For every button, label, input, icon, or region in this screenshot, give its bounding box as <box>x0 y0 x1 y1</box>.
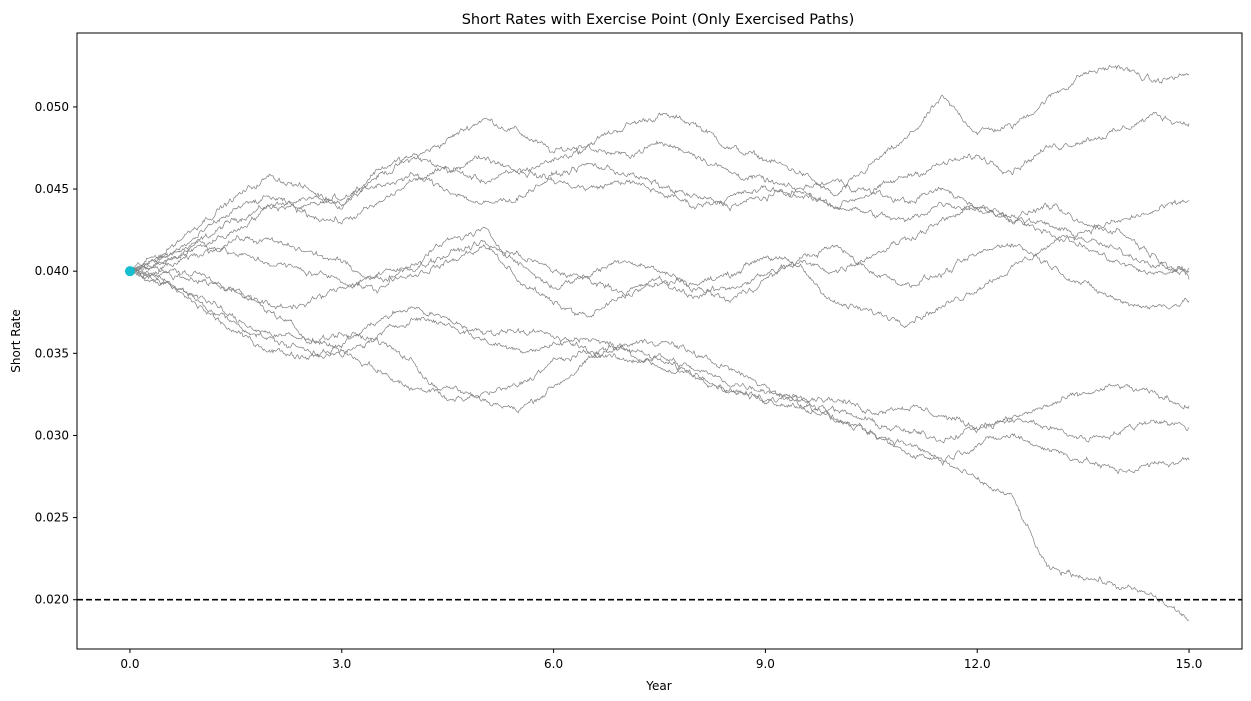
path-line-2 <box>129 111 1190 272</box>
path-line-3 <box>129 155 1190 273</box>
path-line-1 <box>129 64 1190 272</box>
x-tick-label: 12.0 <box>964 657 991 671</box>
chart-title: Short Rates with Exercise Point (Only Ex… <box>462 12 855 28</box>
path-line-8 <box>129 270 1190 434</box>
exercise-point-marker <box>124 266 135 277</box>
path-line-9 <box>129 269 1190 444</box>
y-tick-label: 0.045 <box>35 182 69 196</box>
path-line-10 <box>129 267 1190 474</box>
plot-area <box>77 64 1242 621</box>
y-tick-label: 0.050 <box>35 100 69 114</box>
x-tick-label: 6.0 <box>544 657 563 671</box>
x-tick-label: 3.0 <box>332 657 351 671</box>
y-tick-label: 0.035 <box>35 346 69 360</box>
path-line-11 <box>129 268 1190 621</box>
x-tick-label: 15.0 <box>1176 657 1203 671</box>
path-line-7 <box>129 239 1190 318</box>
x-tick-label: 9.0 <box>756 657 775 671</box>
y-tick-label: 0.020 <box>35 593 69 607</box>
axes-frame <box>76 32 1243 650</box>
y-axis-title: Short Rate <box>9 309 23 373</box>
x-axis: 0.0 3.0 6.0 9.0 12.0 15.0 <box>120 649 1202 671</box>
path-line-5 <box>129 199 1190 329</box>
y-tick-label: 0.040 <box>35 264 69 278</box>
path-line-4 <box>129 162 1190 280</box>
x-tick-label: 0.0 <box>120 657 139 671</box>
y-tick-label: 0.030 <box>35 428 69 442</box>
path-line-6 <box>129 204 1190 300</box>
y-axis: 0.020 0.025 0.030 0.035 0.040 0.045 0.050 <box>35 100 77 607</box>
y-tick-label: 0.025 <box>35 511 69 525</box>
x-axis-title: Year <box>645 679 671 693</box>
